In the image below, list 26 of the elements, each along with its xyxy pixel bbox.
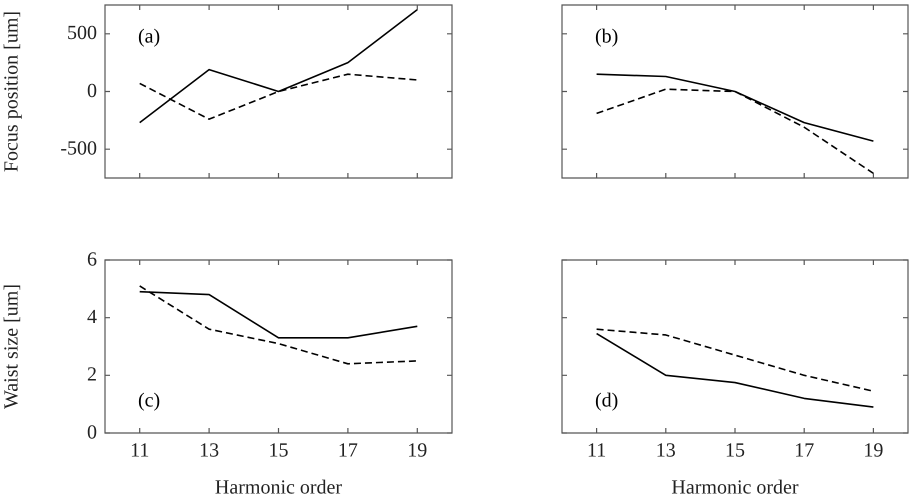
x-tick-label: 13	[656, 439, 676, 462]
y-tick-label: 500	[67, 22, 97, 44]
line-series	[138, 285, 418, 365]
y-tick-label: 4	[87, 306, 97, 328]
x-tick-label: 11	[586, 439, 606, 462]
x-tick-label: 17	[338, 439, 358, 462]
x-tick-label: 15	[725, 439, 745, 462]
y-axis-title: Focus position [um]	[0, 10, 22, 172]
y-axis-title: Waist size [um]	[0, 284, 22, 410]
x-tick-label: 13	[199, 439, 220, 462]
x-tick-label: 17	[794, 439, 814, 462]
y-tick-label: -500	[60, 137, 97, 160]
annotation: (a)	[138, 25, 160, 48]
x-axis-title: Harmonic order	[671, 476, 799, 498]
x-axis-title: Harmonic order	[214, 476, 342, 498]
x-tick-label: 11	[130, 439, 150, 462]
y-tick-label: 0	[87, 80, 97, 102]
annotation: (d)	[595, 389, 618, 412]
y-tick-label: 0	[87, 421, 97, 444]
annotation: (b)	[595, 25, 618, 48]
x-tick-label: 15	[268, 439, 288, 462]
y-tick-label: 6	[87, 248, 97, 270]
annotation: (c)	[138, 389, 160, 412]
x-tick-label: 19	[407, 439, 428, 462]
x-tick-label: 19	[863, 439, 884, 462]
y-tick-label: 2	[87, 364, 97, 386]
